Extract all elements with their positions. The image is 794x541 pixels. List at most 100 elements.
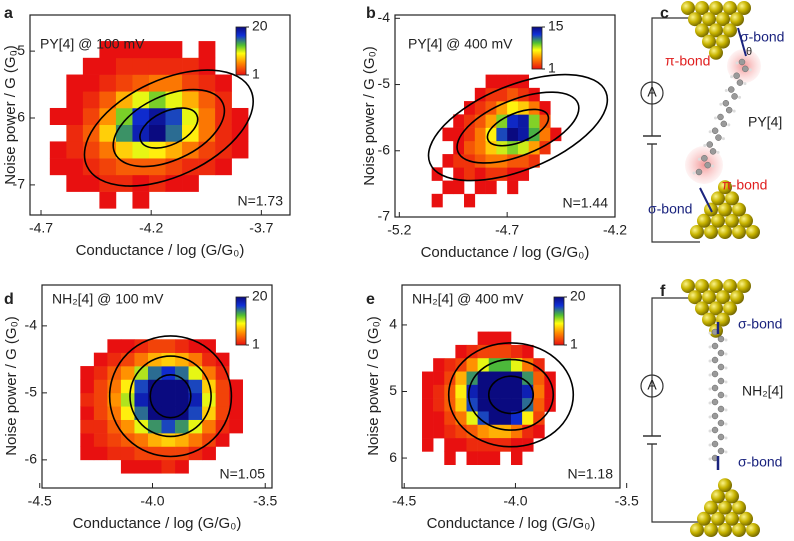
molecule-label: PY[4] — [748, 114, 782, 130]
cell — [229, 392, 243, 407]
y-axis-label: Noise power / G (G₀) — [361, 46, 378, 186]
cell — [442, 127, 454, 142]
cell — [528, 114, 540, 128]
h-atom — [732, 109, 736, 113]
h-atom — [708, 415, 712, 419]
cell — [182, 107, 199, 125]
cell — [161, 446, 176, 461]
cell — [49, 107, 67, 125]
cell — [132, 191, 150, 209]
cell — [474, 154, 486, 168]
cell — [120, 392, 135, 407]
cell — [444, 411, 456, 426]
cell — [455, 424, 467, 439]
cell — [66, 174, 84, 192]
cell — [229, 419, 243, 434]
gold-atom — [711, 191, 725, 206]
cell — [442, 180, 454, 195]
x-tick-label: -4.2 — [139, 220, 163, 236]
cell — [161, 419, 176, 434]
colorbar-tick-label: 20 — [570, 288, 586, 304]
y-tick-label: -6 — [25, 451, 38, 467]
gold-atom — [723, 301, 737, 316]
atom — [711, 356, 719, 364]
gold-atom — [730, 290, 744, 305]
cell — [132, 91, 150, 109]
cell — [499, 398, 512, 412]
panel: -4.5 -4.0 -3.5 -6 -5 -4 Conductance / log (G/G… — [3, 284, 278, 532]
cell — [161, 366, 176, 380]
h-atom — [708, 359, 712, 363]
gold-atom — [711, 489, 725, 504]
panel-letter: c — [660, 5, 669, 22]
molecule-label: NH₂[4] — [742, 383, 783, 399]
cell — [134, 352, 149, 367]
cell — [444, 384, 456, 399]
plot-frame — [29, 14, 291, 216]
n-label: N=1.05 — [219, 466, 265, 482]
cell — [82, 107, 100, 125]
x-tick-label: -4.0 — [140, 493, 164, 509]
h-atom — [724, 436, 728, 440]
cell — [528, 140, 540, 155]
cell — [198, 41, 216, 59]
atom — [717, 363, 725, 371]
gold-atom — [746, 225, 760, 239]
y-axis-label: Noise power / G (G₀) — [3, 316, 20, 456]
cell — [485, 180, 497, 195]
h-atom — [724, 394, 728, 398]
cell — [161, 392, 176, 407]
cell — [93, 392, 108, 407]
cell — [517, 140, 530, 155]
cell — [215, 158, 232, 176]
cell — [455, 358, 467, 372]
cell — [80, 433, 95, 447]
panel: -4.7 -4.2 -3.7 -7 -6 -5 Conductance / log (G/G… — [2, 5, 291, 259]
cell — [517, 114, 530, 128]
bond-label: σ-bond — [740, 29, 784, 45]
colorbar — [553, 296, 565, 346]
gold-atom — [718, 523, 732, 537]
cell — [161, 379, 176, 394]
cell — [499, 331, 512, 346]
atom — [717, 335, 725, 343]
x-axis-label: Conductance / log (G/G₀) — [76, 242, 245, 259]
gold-atom — [723, 1, 737, 15]
cell — [496, 87, 508, 102]
cell — [533, 411, 545, 426]
cell — [99, 158, 117, 176]
cell — [453, 167, 465, 181]
atom — [717, 419, 725, 427]
y-tick-label: 6 — [389, 449, 397, 465]
cell — [215, 91, 232, 109]
h-atom — [724, 89, 728, 92]
cell — [134, 446, 149, 461]
gold-atom — [697, 213, 711, 228]
n-label: N=1.44 — [562, 195, 608, 211]
h-atom — [714, 116, 717, 120]
gold-atom — [732, 500, 746, 515]
cell — [485, 167, 497, 181]
cell — [488, 451, 501, 466]
y-tick-label: -5 — [25, 384, 38, 400]
cell — [99, 91, 117, 109]
contour — [139, 107, 199, 149]
x-tick-label: -4.0 — [503, 493, 527, 509]
x-axis-label: Conductance / log (G/G₀) — [421, 244, 590, 261]
cell — [453, 140, 465, 155]
cell — [496, 127, 508, 142]
colorbar-tick-label: 20 — [252, 18, 268, 34]
atom — [717, 113, 724, 121]
gold-atom — [709, 23, 723, 38]
cell — [453, 114, 465, 128]
cell — [522, 371, 534, 386]
cell — [511, 411, 523, 426]
cell — [507, 154, 519, 168]
h-atom — [727, 123, 731, 127]
h-atom — [730, 75, 734, 79]
gold-atom — [725, 511, 739, 526]
cell — [522, 344, 534, 359]
cell — [132, 41, 150, 59]
h-atom — [724, 352, 728, 356]
